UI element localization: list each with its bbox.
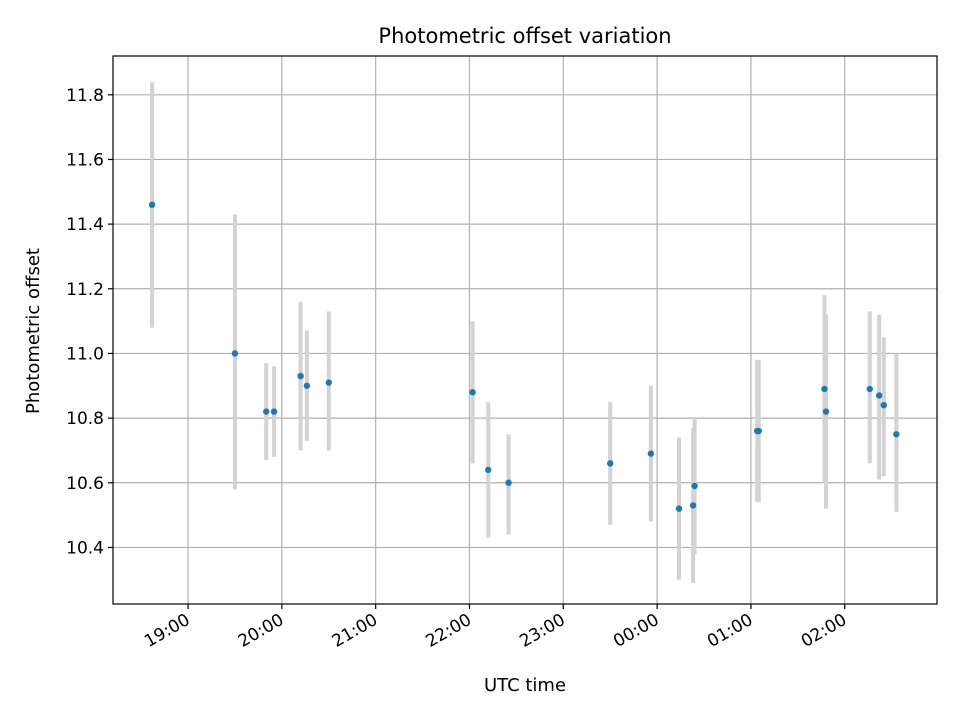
data-point [866,385,873,393]
data-point [505,479,512,486]
data-point [231,350,239,357]
data-point [270,408,278,415]
y-tick-label: 11.2 [66,280,104,300]
data-point [821,385,828,393]
y-axis-ticks: 10.4 10.6 10.8 11.0 11.2 11.4 11.6 11.8 [66,86,113,558]
data-points [148,201,900,512]
y-tick-label: 10.6 [66,474,104,494]
data-point [303,382,311,389]
data-point [607,460,614,467]
data-point [263,408,270,415]
data-point [691,482,698,490]
data-point [675,505,683,512]
data-point [689,502,697,509]
data-point [875,392,883,399]
y-tick-label: 11.6 [66,150,104,170]
x-axis-label: UTC time [484,675,566,696]
data-point [148,201,156,208]
y-tick-label: 10.8 [66,409,104,429]
data-point [893,431,900,438]
data-point [485,466,492,474]
chart-title: Photometric offset variation [378,24,671,48]
grid [113,56,937,604]
data-point [469,389,476,396]
data-point [822,408,830,415]
y-tick-label: 10.4 [66,538,104,558]
y-tick-label: 11.8 [66,86,104,106]
y-tick-label: 11.4 [66,215,104,235]
data-point [297,372,304,380]
data-point [325,379,332,386]
plot-frame [112,55,938,605]
y-tick-label: 11.0 [66,344,104,364]
data-point [880,401,888,409]
y-axis-label: Photometric offset [23,248,44,414]
data-point [647,450,655,457]
data-point [755,427,762,435]
